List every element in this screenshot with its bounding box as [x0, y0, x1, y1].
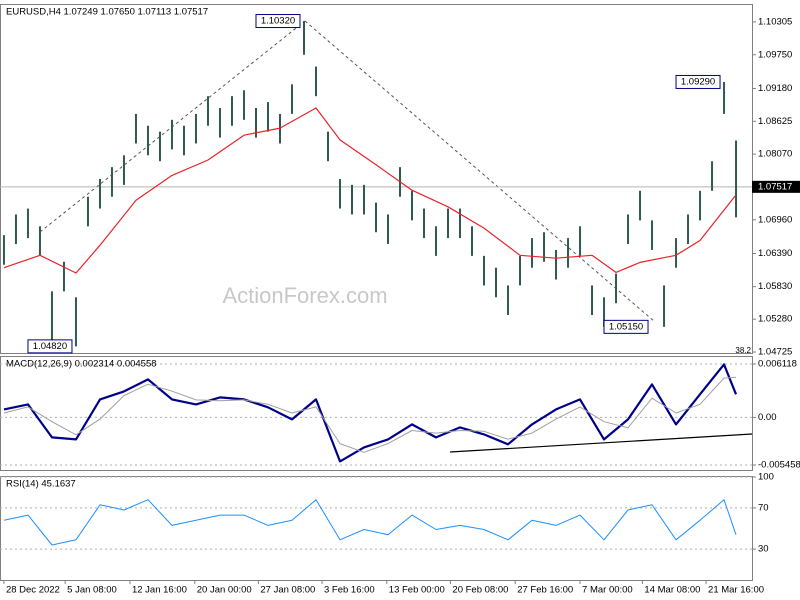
y-tick-label: 0.006118	[758, 359, 797, 370]
watermark: ActionForex.com	[222, 283, 387, 308]
x-tick-label: 20 Feb 08:00	[452, 585, 508, 596]
series-line	[3, 107, 737, 274]
macd-panel	[0, 356, 753, 471]
annotation-box	[255, 14, 301, 29]
y-tick-label: 1.08625	[758, 116, 792, 127]
annotation-label: 1.04820	[33, 341, 67, 352]
x-tick-label: 5 Jan 08:00	[67, 585, 117, 596]
x-tick-label: 13 Feb 00:00	[389, 585, 445, 596]
current-price-label: 1.07517	[758, 181, 792, 192]
y-tick-label: 70	[758, 502, 769, 513]
y-tick-label: 1.06960	[758, 214, 792, 225]
y-tick-label: -0.005458	[758, 460, 800, 471]
y-tick-label: 1.10305	[758, 16, 792, 27]
y-tick-label: 0.00	[758, 412, 777, 423]
panel-title: MACD(12,26,9) 0.002314 0.004558	[6, 359, 157, 370]
y-tick-label: 1.05280	[758, 314, 792, 325]
x-tick-label: 21 Mar 16:00	[708, 585, 764, 596]
x-tick-label: 28 Dec 2022	[6, 585, 60, 596]
x-tick-label: 3 Feb 16:00	[324, 585, 375, 596]
panel-title: EURUSD,H4 1.07249 1.07650 1.07113 1.0751…	[6, 7, 208, 18]
x-tick-label: 27 Feb 16:00	[517, 585, 573, 596]
annotation-box	[27, 339, 73, 354]
annotation-label: 1.09290	[681, 76, 715, 87]
annotation-label: 1.05150	[609, 321, 643, 332]
macd-trend-line	[449, 433, 753, 453]
y-tick-label: 30	[758, 544, 769, 555]
price-panel	[0, 4, 753, 354]
x-tick-label: 12 Jan 16:00	[132, 585, 187, 596]
x-tick-label: 27 Jan 08:00	[260, 585, 315, 596]
y-tick-label: 1.08070	[758, 149, 792, 160]
x-tick-label: 20 Jan 00:00	[197, 585, 252, 596]
trend-line	[304, 20, 656, 323]
annotation-box	[675, 74, 721, 89]
series-line	[3, 499, 737, 546]
x-tick-label: 14 Mar 08:00	[644, 585, 700, 596]
series-line	[3, 363, 738, 463]
annotation-box	[603, 319, 649, 334]
series-line	[3, 376, 737, 453]
x-tick-label: 7 Mar 00:00	[582, 585, 633, 596]
panel-title: RSI(14) 45.1637	[6, 479, 76, 490]
y-tick-label: 1.09180	[758, 83, 792, 94]
y-tick-label: 1.05830	[758, 281, 792, 292]
y-tick-label: 1.04725	[758, 347, 792, 358]
y-tick-label: 1.09750	[758, 49, 792, 60]
current-price-box	[752, 180, 800, 193]
note: 38.2	[735, 346, 751, 355]
y-tick-label: 100	[758, 472, 774, 483]
y-tick-label: 1.06390	[758, 248, 792, 259]
annotation-label: 1.10320	[261, 16, 295, 27]
